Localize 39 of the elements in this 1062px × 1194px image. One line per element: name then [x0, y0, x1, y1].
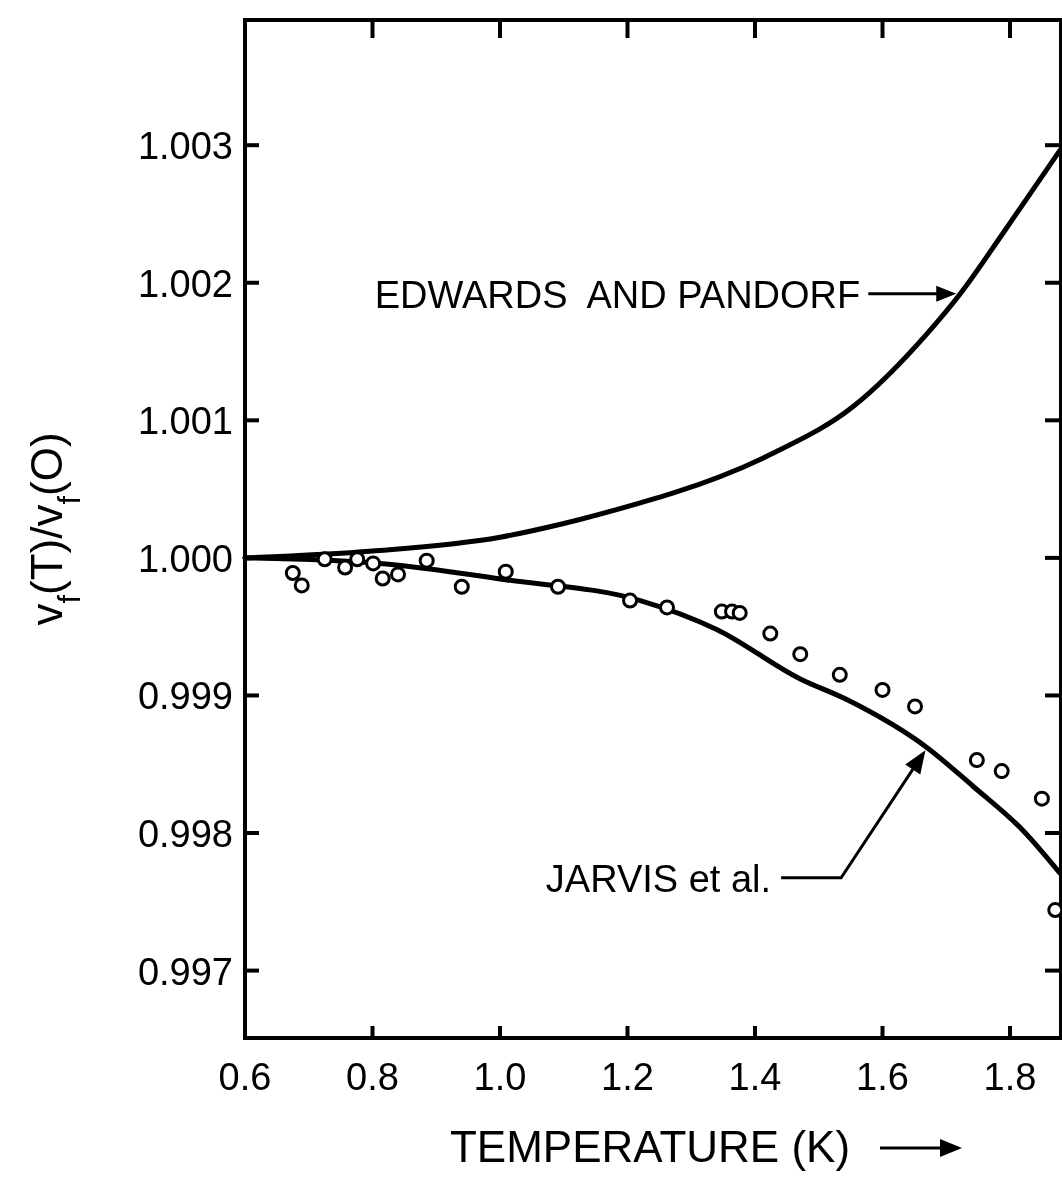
y-tick-label: 0.998	[137, 813, 233, 856]
x-tick-label: 1.4	[728, 1056, 782, 1098]
point	[968, 752, 985, 769]
point	[453, 578, 470, 595]
text: JARVIS et al.	[545, 857, 772, 900]
x-tick-label: 0.8	[346, 1056, 399, 1098]
y-tick-label: 0.999	[137, 675, 233, 718]
point	[874, 681, 891, 698]
y-tick-label: 1.003	[137, 125, 233, 168]
point	[622, 592, 639, 609]
point	[731, 604, 748, 621]
y-tick-label: 1.002	[137, 262, 233, 305]
point	[792, 646, 809, 663]
x-tick-label: 1.2	[601, 1056, 654, 1098]
point	[374, 570, 391, 587]
point	[390, 566, 406, 583]
point	[993, 763, 1010, 780]
point	[284, 565, 301, 582]
point	[762, 625, 779, 642]
x-tick-label: 1.6	[856, 1056, 909, 1098]
y-tick-label: 1.001	[137, 400, 233, 443]
point	[831, 666, 848, 683]
point	[1047, 902, 1062, 919]
point	[316, 551, 333, 568]
point	[418, 552, 435, 569]
y-tick-label: 1.000	[137, 537, 233, 580]
point	[907, 698, 924, 715]
x-tick-label: 1.0	[473, 1056, 527, 1098]
x-tick-label: 1.8	[983, 1056, 1037, 1098]
point	[497, 563, 514, 580]
point	[1033, 790, 1050, 807]
legend-label: EDWARDS AND PANDORF	[374, 273, 861, 316]
point	[365, 555, 382, 572]
y-tick-label: 0.997	[137, 950, 233, 993]
point	[293, 577, 310, 594]
x-tick-label: 0.6	[218, 1056, 272, 1098]
x-axis-title: TEMPERATURE (K)	[449, 1122, 851, 1171]
point	[659, 599, 676, 616]
point	[550, 578, 567, 595]
